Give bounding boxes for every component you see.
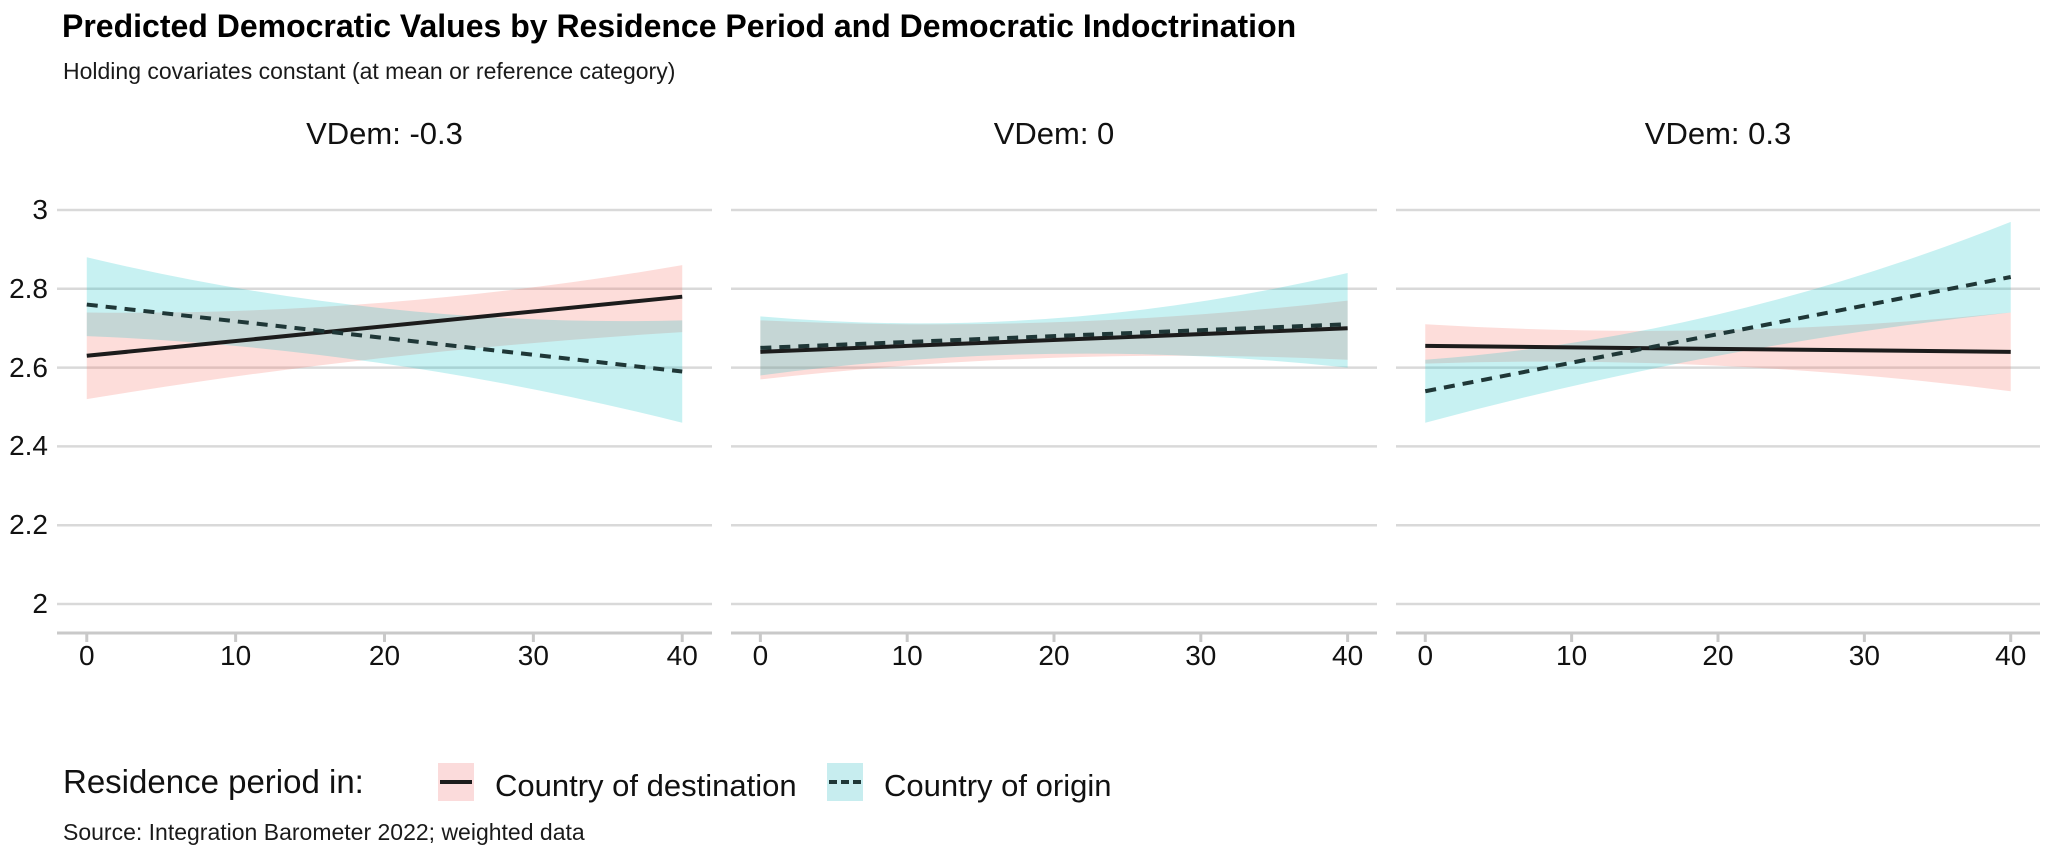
legend-key-destination <box>438 763 474 801</box>
facet-strip-label: VDem: -0.3 <box>306 116 463 151</box>
origin-line <box>760 322 1348 350</box>
destination-line <box>1425 343 2011 354</box>
x-tick-label: 20 <box>1038 640 1070 671</box>
x-tick-label: 20 <box>1702 640 1734 671</box>
x-tick-label: 30 <box>517 640 549 671</box>
x-tick-label: 0 <box>78 640 95 671</box>
facet-strip-label: VDem: 0 <box>993 116 1115 151</box>
destination-line <box>86 294 683 358</box>
facet-strip-label: VDem: 0.3 <box>1644 116 1792 151</box>
dashed-line-icon <box>829 780 861 784</box>
ci-ribbon <box>1425 312 2011 392</box>
facet-panel-1 <box>731 208 1377 642</box>
y-tick-label: 2.4 <box>9 430 48 462</box>
source-caption: Source: Integration Barometer 2022; weig… <box>63 819 585 845</box>
destination-line <box>760 326 1348 354</box>
x-tick-label: 30 <box>1185 640 1217 671</box>
ci-ribbon <box>760 273 1348 376</box>
legend-title: Residence period in: <box>63 763 364 800</box>
x-tick-label: 10 <box>891 640 923 671</box>
origin-line <box>86 302 683 374</box>
x-tick-label: 40 <box>1332 640 1364 671</box>
page-title: Predicted Democratic Values by Residence… <box>62 8 1297 44</box>
legend-label-origin: Country of origin <box>884 768 1112 803</box>
plot-subtitle: Holding covariates constant (at mean or … <box>63 58 676 84</box>
x-tick-label: 10 <box>220 640 252 671</box>
x-tick-label: 10 <box>1556 640 1588 671</box>
ci-ribbon <box>1425 221 2011 423</box>
solid-line-icon <box>440 780 472 784</box>
ci-ribbon <box>86 257 683 423</box>
x-tick-label: 0 <box>752 640 769 671</box>
y-tick-label: 3 <box>32 194 48 225</box>
x-tick-label: 20 <box>368 640 401 671</box>
y-tick-label: 2 <box>32 588 48 619</box>
origin-line <box>1424 275 2012 394</box>
y-tick-label: 2.2 <box>9 509 48 541</box>
x-tick-label: 0 <box>1417 640 1434 671</box>
legend-label-destination: Country of destination <box>495 768 797 803</box>
x-tick-label: 40 <box>666 640 698 671</box>
x-tick-label: 30 <box>1848 640 1880 671</box>
facet-panel-2 <box>1396 208 2040 642</box>
y-tick-label: 2.8 <box>9 272 48 304</box>
legend-key-origin <box>827 763 863 801</box>
facet-panel-0 <box>57 208 712 642</box>
x-tick-label: 40 <box>1995 640 2027 671</box>
y-tick-label: 2.6 <box>9 351 48 383</box>
ci-ribbon <box>86 265 683 400</box>
